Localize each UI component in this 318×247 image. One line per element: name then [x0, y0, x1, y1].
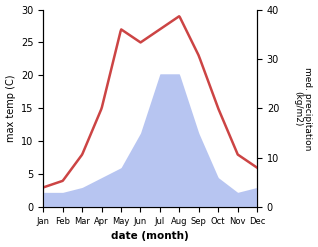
Y-axis label: max temp (C): max temp (C)	[5, 75, 16, 142]
Y-axis label: med. precipitation
(kg/m2): med. precipitation (kg/m2)	[293, 67, 313, 150]
X-axis label: date (month): date (month)	[111, 231, 189, 242]
